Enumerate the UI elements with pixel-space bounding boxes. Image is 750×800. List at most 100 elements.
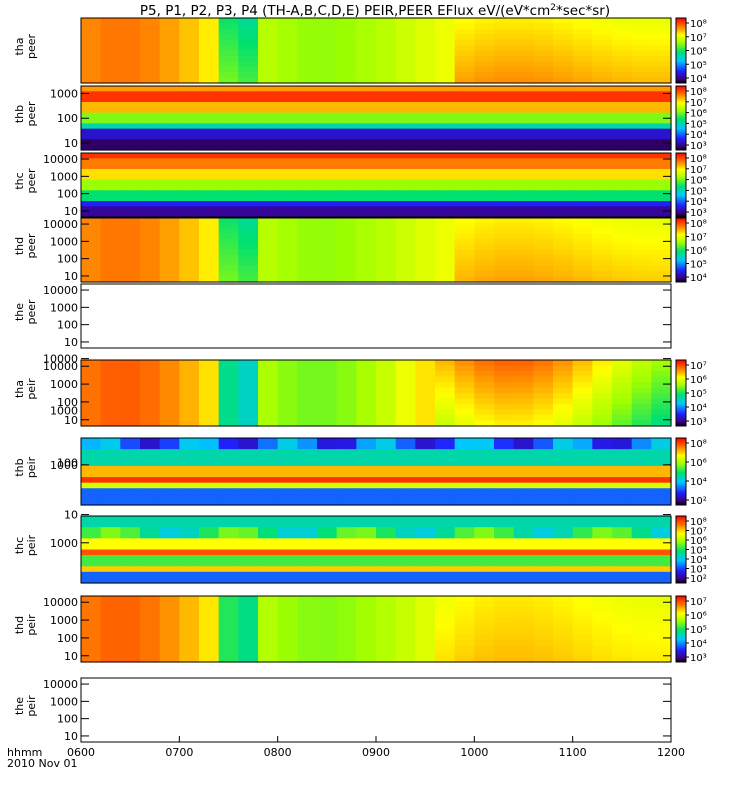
heatmap-cell [336, 516, 357, 523]
heatmap-cell [297, 656, 318, 663]
heatmap-cell [81, 112, 102, 119]
heatmap-cell [159, 134, 180, 140]
heatmap-cell [494, 398, 515, 405]
heatmap-cell [159, 420, 180, 427]
heatmap-cell [592, 185, 613, 191]
heatmap-cell [199, 255, 220, 262]
heatmap-cell [572, 250, 593, 256]
heatmap-cell [435, 618, 456, 625]
heatmap-cell [336, 96, 357, 103]
heatmap-cell [140, 123, 161, 130]
heatmap-cell [258, 420, 279, 427]
heatmap-cell [395, 482, 416, 489]
heatmap-cell [238, 228, 259, 235]
heatmap-cell [376, 471, 397, 478]
heatmap-cell [553, 239, 574, 246]
heatmap-cell [494, 112, 515, 119]
heatmap-cell [81, 516, 102, 523]
heatmap-cell [572, 404, 593, 411]
heatmap-cell [572, 218, 593, 224]
heatmap-cell [336, 538, 357, 545]
heatmap-cell [454, 123, 475, 130]
heatmap-cell [454, 234, 475, 240]
heatmap-cell [179, 128, 200, 135]
heatmap-cell [415, 640, 436, 647]
heatmap-cell [179, 629, 200, 636]
heatmap-cell [572, 45, 593, 52]
heatmap-cell [592, 629, 613, 636]
heatmap-cell [258, 55, 279, 62]
heatmap-cell [612, 516, 633, 523]
heatmap-cell [651, 543, 672, 551]
heatmap-cell [592, 250, 613, 256]
heatmap-cell [179, 169, 200, 175]
heatmap-cell [572, 465, 593, 473]
heatmap-cell [513, 234, 534, 240]
heatmap-cell [159, 454, 180, 461]
heatmap-cell [494, 415, 515, 422]
heatmap-cell [199, 266, 220, 272]
heatmap-cell [258, 134, 279, 140]
heatmap-cell [258, 634, 279, 641]
heatmap-cell [435, 250, 456, 256]
heatmap-cell [277, 640, 298, 647]
heatmap-cell [376, 607, 397, 614]
y-tick-label: 100 [57, 253, 78, 266]
heatmap-cell [140, 34, 161, 41]
heatmap-cell [631, 365, 652, 372]
heatmap-cell [238, 195, 259, 202]
heatmap-cell [81, 102, 102, 108]
heatmap-cell [179, 420, 200, 427]
heatmap-cell [120, 454, 141, 461]
heatmap-cell [218, 271, 239, 278]
heatmap-cell [258, 118, 279, 124]
heatmap-cell [140, 488, 161, 495]
heatmap-cell [513, 201, 534, 207]
heatmap-cell [651, 234, 672, 240]
heatmap-cell [317, 543, 338, 551]
heatmap-cell [277, 607, 298, 614]
heatmap-cell [513, 169, 534, 175]
heatmap-cell [454, 158, 475, 165]
panel-frame [80, 217, 672, 283]
heatmap-cell [100, 499, 121, 506]
heatmap-cell [395, 185, 416, 191]
heatmap-cell [297, 409, 318, 416]
heatmap-cell [592, 123, 613, 130]
heatmap-cell [612, 488, 633, 495]
heatmap-cell [317, 96, 338, 103]
heatmap-cell [159, 571, 180, 579]
heatmap-cell [356, 39, 377, 46]
heatmap-cell [494, 601, 515, 608]
heatmap-cell [277, 566, 298, 573]
heatmap-cell [454, 449, 475, 456]
heatmap-cell [336, 234, 357, 240]
heatmap-cell [395, 72, 416, 79]
heatmap-cell [513, 460, 534, 467]
heatmap-cell [356, 66, 377, 73]
heatmap-cell [553, 607, 574, 614]
heatmap-cell [81, 371, 102, 378]
heatmap-cell [572, 360, 593, 367]
heatmap-cell [474, 266, 495, 272]
heatmap-cell [494, 443, 515, 450]
heatmap-cell [376, 645, 397, 652]
heatmap-cell [435, 18, 456, 25]
heatmap-cell [277, 260, 298, 267]
heatmap-cell [395, 255, 416, 262]
heatmap-cell [336, 190, 357, 197]
heatmap-cell [376, 123, 397, 130]
heatmap-cell [297, 45, 318, 52]
heatmap-cell [258, 91, 279, 98]
heatmap-cell [513, 360, 534, 367]
heatmap-cell [631, 460, 652, 467]
heatmap-cell [631, 360, 652, 367]
heatmap-cell [218, 239, 239, 246]
heatmap-cell [120, 527, 141, 534]
heatmap-cell [140, 409, 161, 416]
heatmap-cell [572, 158, 593, 165]
heatmap-cell [553, 376, 574, 383]
heatmap-cell [100, 102, 121, 108]
heatmap-cell [395, 471, 416, 478]
